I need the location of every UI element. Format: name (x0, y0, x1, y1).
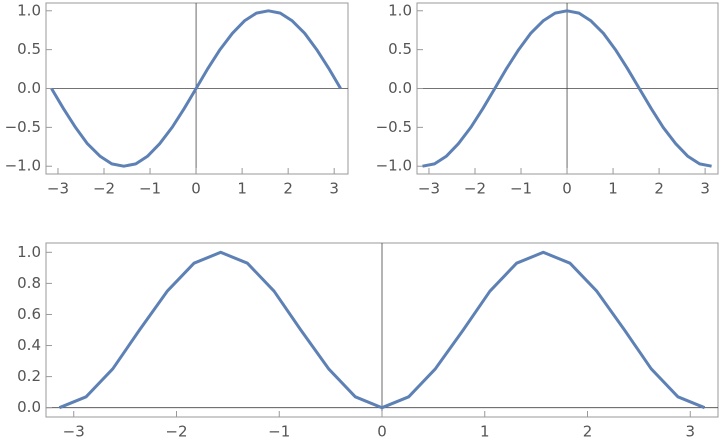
x-tick-label: −1 (268, 423, 290, 441)
y-tick-label: 1.0 (17, 243, 41, 261)
x-tick-label: 2 (283, 180, 293, 198)
x-tick-label: 3 (700, 180, 710, 198)
x-tick-label: 0 (562, 180, 572, 198)
x-tick-label: −2 (165, 423, 187, 441)
y-tick-label: 0.0 (388, 79, 412, 97)
y-tick-label: −1.0 (5, 157, 41, 175)
y-tick-label: 0.5 (17, 40, 41, 58)
x-tick-label: −2 (464, 180, 486, 198)
y-tick-label: −1.0 (376, 157, 412, 175)
y-tick-label: 0.0 (17, 398, 41, 416)
x-tick-label: −3 (47, 180, 69, 198)
x-tick-label: 1 (480, 423, 490, 441)
line-series (58, 250, 706, 410)
x-tick-label: 2 (654, 180, 664, 198)
y-tick-label: 0.5 (388, 40, 412, 58)
y-tick-label: 1.0 (17, 1, 41, 19)
y-tick-label: 0.8 (17, 274, 41, 292)
y-tick-label: 0.0 (17, 79, 41, 97)
x-tick-label: −2 (93, 180, 115, 198)
y-tick-label: 0.6 (17, 305, 41, 323)
x-tick-label: 2 (583, 423, 593, 441)
x-tick-label: −1 (510, 180, 532, 198)
x-tick-label: 0 (191, 180, 201, 198)
line-series (50, 9, 342, 168)
x-tick-label: 3 (329, 180, 339, 198)
y-tick-label: 0.4 (17, 336, 41, 354)
x-tick-label: 3 (685, 423, 695, 441)
x-tick-label: −3 (63, 423, 85, 441)
y-tick-label: −0.5 (5, 118, 41, 136)
y-tick-label: 0.2 (17, 367, 41, 385)
y-tick-label: −0.5 (376, 118, 412, 136)
x-tick-label: 1 (237, 180, 247, 198)
y-tick-label: 1.0 (388, 1, 412, 19)
line-series (422, 9, 712, 168)
x-tick-label: −3 (418, 180, 440, 198)
x-tick-label: −1 (139, 180, 161, 198)
x-tick-label: 0 (377, 423, 387, 441)
x-tick-label: 1 (608, 180, 618, 198)
